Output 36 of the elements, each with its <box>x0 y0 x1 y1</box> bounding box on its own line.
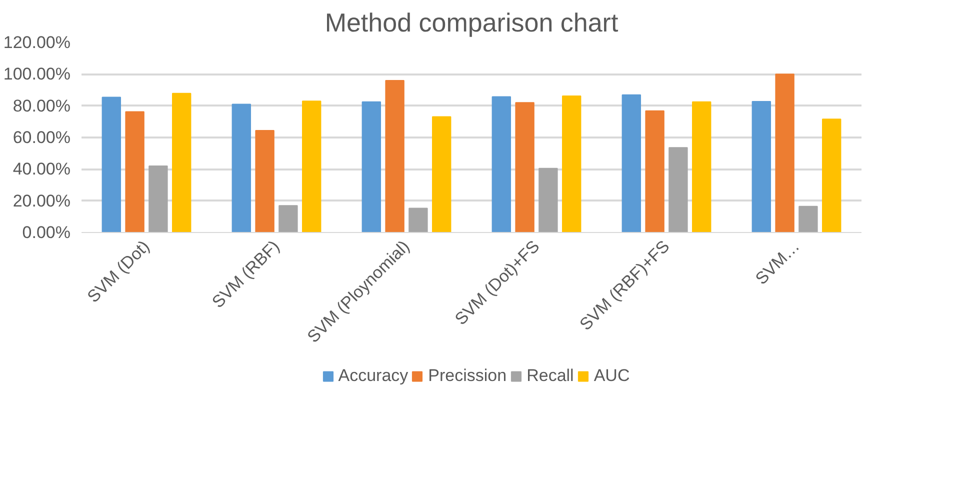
bar <box>798 206 818 232</box>
bar <box>408 208 428 232</box>
y-tick-label: 20.00% <box>12 191 71 210</box>
bar <box>492 96 511 232</box>
y-tick-label: 60.00% <box>12 128 71 147</box>
bar <box>668 147 688 232</box>
bar <box>515 102 534 232</box>
bar <box>278 205 298 232</box>
y-tick-label: 100.00% <box>3 64 71 84</box>
bar <box>752 101 771 232</box>
legend-label: Accuracy <box>338 366 408 386</box>
bar <box>232 104 251 232</box>
y-tick-label: 40.00% <box>12 160 71 179</box>
legend-label: Recall <box>526 366 574 386</box>
bar <box>562 96 582 232</box>
legend-label: Precission <box>428 366 507 386</box>
bar <box>692 101 712 232</box>
bar <box>302 100 322 232</box>
y-tick-label: 120.00% <box>3 33 71 52</box>
bar <box>622 94 641 232</box>
bar <box>148 166 168 232</box>
bar <box>538 168 558 232</box>
bar <box>362 101 381 232</box>
bar <box>102 96 121 232</box>
bar <box>385 80 404 232</box>
bar <box>645 110 664 232</box>
chart-title: Method comparison chart <box>324 8 619 38</box>
legend-label: AUC <box>594 366 630 386</box>
bar <box>172 92 192 232</box>
y-tick-label: 0.00% <box>22 223 70 242</box>
bar <box>125 111 144 232</box>
bar <box>822 118 842 232</box>
bar <box>775 74 794 232</box>
bar <box>432 116 452 232</box>
y-tick-label: 80.00% <box>12 96 71 116</box>
bar <box>255 130 274 232</box>
